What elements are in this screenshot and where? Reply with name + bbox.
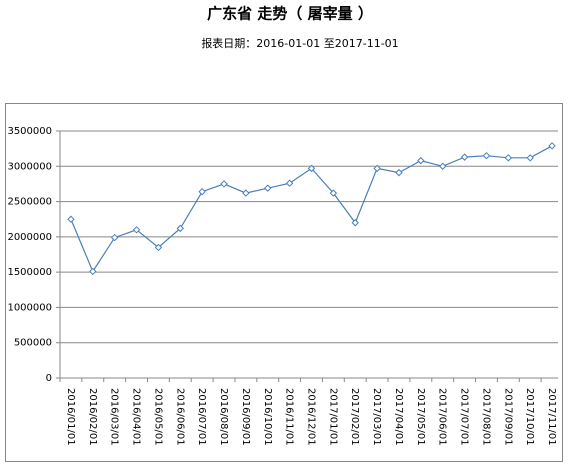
x-tick-label: 2016/05/01 [152,388,163,446]
x-tick-label: 2016/06/01 [174,388,185,446]
x-tick-label: 2016/12/01 [306,388,317,446]
point [154,243,163,252]
point [285,179,294,187]
point [439,162,447,170]
point [417,156,425,165]
x-tick-label: 2016/01/01 [65,388,76,446]
point [548,142,556,150]
x-tick-label: 2017/11/01 [546,388,557,446]
x-tick-label: 2016/02/01 [87,388,98,446]
point [329,189,338,197]
chart-title: 广东省 走势（ 屠宰量 ） [207,5,373,23]
x-tick-label: 2016/08/01 [218,388,229,446]
line [70,145,553,273]
y-tick-label: 500000 [14,338,52,349]
point [67,215,75,223]
x-tick-label: 2017/01/01 [327,388,338,446]
point [198,187,206,196]
x-tick-label: 2017/05/01 [415,388,426,446]
point [460,153,469,161]
y-tick-label: 0 [46,373,52,384]
x-tick-label: 2017/03/01 [371,388,382,446]
x-tick-label: 2016/03/01 [109,388,120,446]
point [220,180,228,188]
y-tick-label: 2500000 [7,197,52,208]
chart-subtitle: 报表日期：2016-01-01 至2017-11-01 [201,36,398,50]
x-tick-label: 2016/07/01 [196,388,207,446]
point [482,151,491,160]
x-tick-label: 2016/04/01 [131,388,142,446]
x-tick-label: 2017/06/01 [437,388,448,446]
x-tick-label: 2017/02/01 [349,388,360,446]
y-tick-label: 2000000 [7,232,52,243]
x-tick-label: 2017/10/01 [524,388,535,446]
y-tick-label: 1000000 [7,302,52,313]
x-tick-label: 2017/09/01 [502,388,513,446]
y-tick-label: 3500000 [7,126,52,137]
x-tick-label: 2017/07/01 [459,388,470,446]
x-tick-label: 2016/09/01 [240,388,251,446]
x-tick-label: 2017/04/01 [393,388,404,446]
point [307,164,316,173]
point [242,189,250,197]
x-tick-label: 2016/11/01 [284,388,295,446]
y-tick-label: 3000000 [7,161,52,172]
point [504,154,513,162]
x-tick-label: 2017/08/01 [480,388,491,446]
chart-frame [5,103,563,462]
point [264,184,272,192]
point [110,233,119,242]
point [526,154,534,162]
y-tick-label: 1500000 [7,267,52,278]
x-tick-label: 2016/10/01 [262,388,273,446]
point [132,226,141,234]
point [373,164,381,173]
point [395,168,403,177]
point [176,224,184,233]
point [89,267,97,276]
point [351,219,359,227]
